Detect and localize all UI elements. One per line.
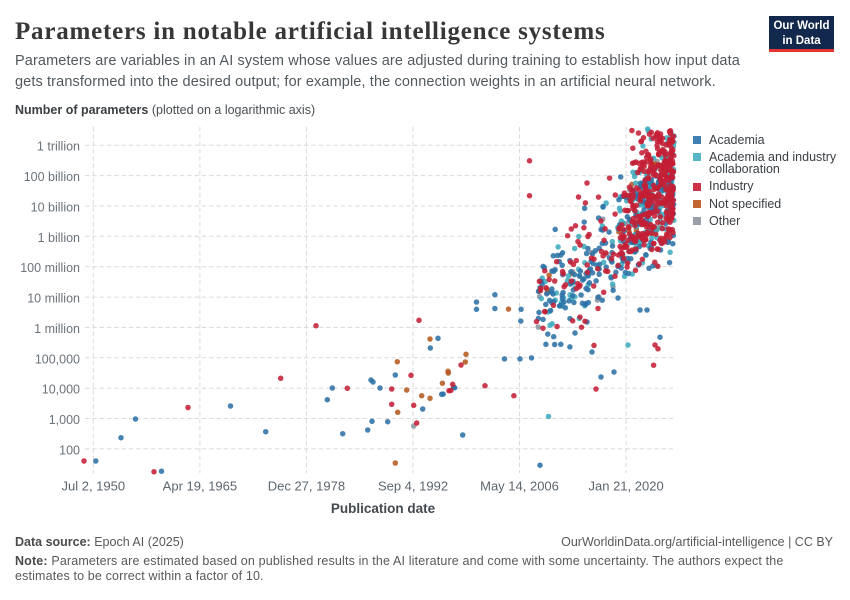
svg-text:100: 100 [59, 443, 80, 457]
svg-text:1 billion: 1 billion [38, 231, 80, 245]
svg-text:Jul 2, 1950: Jul 2, 1950 [61, 479, 125, 494]
svg-text:10 million: 10 million [27, 292, 80, 306]
svg-text:1,000: 1,000 [49, 413, 80, 427]
svg-text:10 billion: 10 billion [31, 200, 80, 214]
svg-text:1 trillion: 1 trillion [37, 140, 80, 154]
svg-text:10,000: 10,000 [42, 383, 80, 397]
svg-text:100,000: 100,000 [35, 352, 80, 366]
svg-text:Sep 4, 1992: Sep 4, 1992 [378, 479, 448, 494]
svg-text:Apr 19, 1965: Apr 19, 1965 [163, 479, 237, 494]
svg-text:Dec 27, 1978: Dec 27, 1978 [268, 479, 345, 494]
svg-text:1 million: 1 million [34, 322, 80, 336]
svg-text:Publication date: Publication date [331, 501, 436, 516]
svg-text:100 million: 100 million [20, 261, 80, 275]
svg-text:Jan 21, 2020: Jan 21, 2020 [589, 479, 664, 494]
svg-text:May 14, 2006: May 14, 2006 [480, 479, 559, 494]
svg-text:100 billion: 100 billion [24, 170, 80, 184]
